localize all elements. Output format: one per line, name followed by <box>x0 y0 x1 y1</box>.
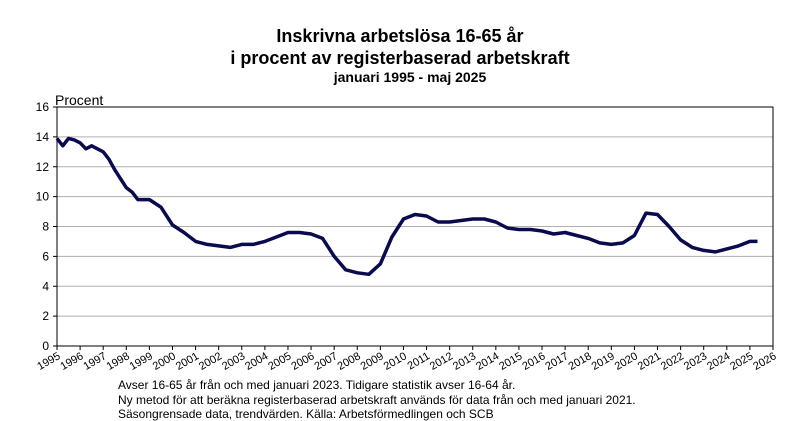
data-line <box>55 136 758 277</box>
y-tick-label: 12 <box>36 160 50 174</box>
chart-subtitle: januari 1995 - maj 2025 <box>333 69 487 85</box>
chart-title: i procent av registerbaserad arbetskraft <box>230 48 569 68</box>
y-axis-label: Procent <box>55 92 103 108</box>
chart-title: Inskrivna arbetslösa 16-65 år <box>276 26 523 46</box>
y-tick-label: 14 <box>36 130 50 144</box>
y-tick-label: 2 <box>42 309 49 323</box>
y-tick-label: 10 <box>36 190 50 204</box>
y-tick-label: 4 <box>42 279 49 293</box>
note: Avser 16-65 år från och med januari 2023… <box>118 378 515 392</box>
x-tick-label: 2026 <box>751 350 778 373</box>
plot-frame <box>56 106 774 347</box>
y-tick-label: 0 <box>42 339 49 353</box>
y-tick-label: 16 <box>36 100 50 114</box>
note: Ny metod för att beräkna registerbaserad… <box>118 393 636 407</box>
y-tick-label: 8 <box>42 220 49 234</box>
y-tick-label: 6 <box>42 249 49 263</box>
note: Säsongrensade data, trendvärden. Källa: … <box>118 407 494 421</box>
